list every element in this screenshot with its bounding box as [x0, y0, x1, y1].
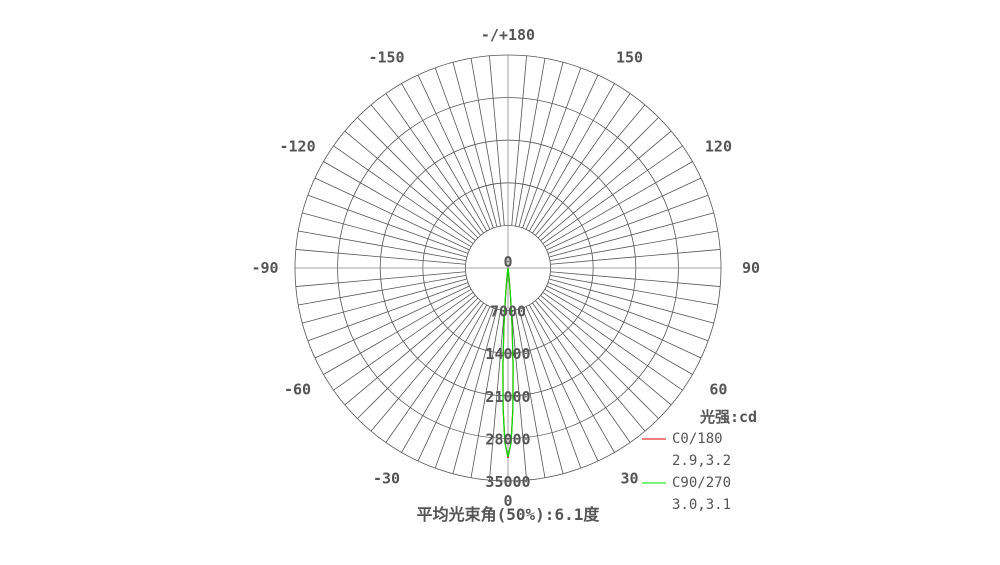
legend-c0-name: C0/180	[672, 431, 723, 447]
legend-c0-beam: 2.9,3.2	[672, 453, 731, 469]
grid-spoke	[518, 309, 564, 474]
tick-labels: 0 30 60 90 120 150 -/+180 -150 -120 -90 -60 -30 0 700…	[251, 26, 760, 510]
grid-spoke	[295, 249, 466, 265]
grid-spoke	[323, 288, 472, 375]
angle-label: 60	[709, 381, 727, 399]
grid-spoke	[528, 83, 615, 232]
grid-spoke	[547, 194, 709, 254]
grid-spoke	[518, 62, 564, 227]
grid-spoke	[549, 275, 718, 306]
radial-tick-label: 14000	[485, 345, 530, 363]
radial-tick-label: 28000	[485, 430, 530, 448]
radial-tick-label: 7000	[490, 303, 526, 321]
grid-spoke	[434, 67, 494, 229]
grid-spoke	[344, 295, 476, 406]
angle-label: -120	[279, 138, 315, 156]
beam-angle-footer: 平均光束角(50%):6.1度	[417, 505, 601, 524]
grid-spoke	[357, 117, 479, 239]
grid-spoke	[550, 249, 721, 265]
unit-label: 光强:cd	[699, 408, 757, 426]
grid-spoke	[535, 104, 646, 236]
grid-spoke	[546, 285, 702, 359]
angle-label: 30	[620, 469, 638, 487]
grid-spoke	[307, 282, 469, 342]
grid-spoke	[298, 230, 467, 261]
grid-spoke	[515, 58, 546, 227]
polar-grid	[294, 54, 722, 482]
grid-spoke	[528, 304, 615, 453]
grid-spoke	[298, 275, 467, 306]
grid-spoke	[323, 161, 472, 248]
radial-tick-label: 35000	[485, 473, 530, 491]
intensity-curves	[502, 267, 514, 459]
grid-spoke	[522, 307, 582, 469]
grid-spoke	[542, 145, 683, 244]
grid-spoke	[302, 278, 467, 324]
grid-spoke	[525, 74, 599, 230]
grid-spoke	[302, 212, 467, 258]
grid-spoke	[314, 177, 470, 251]
angle-label: -/+180	[481, 26, 535, 44]
grid-spoke	[307, 194, 469, 254]
legend-c90-beam: 3.0,3.1	[672, 497, 731, 513]
grid-spoke	[522, 67, 582, 229]
grid-spoke	[535, 300, 646, 432]
angle-label: 150	[616, 49, 643, 67]
grid-spoke	[540, 130, 672, 241]
grid-spoke	[417, 306, 491, 462]
grid-spoke	[550, 271, 721, 287]
grid-spoke	[511, 310, 527, 481]
grid-spoke	[546, 177, 702, 251]
grid-spoke	[401, 304, 488, 453]
grid-spoke	[544, 288, 693, 375]
radial-tick-label: 0	[503, 253, 512, 271]
grid-spoke	[532, 93, 631, 234]
grid-spoke	[542, 292, 683, 391]
grid-spoke	[549, 212, 714, 258]
angle-label: -90	[251, 259, 278, 277]
grid-spoke	[532, 302, 631, 443]
angle-label: 0	[503, 492, 512, 510]
grid-spoke	[357, 297, 479, 419]
grid-spoke	[549, 278, 714, 324]
angle-label: -150	[368, 49, 404, 67]
angle-label: 120	[705, 138, 732, 156]
grid-spoke	[385, 302, 484, 443]
angle-label: -30	[373, 469, 400, 487]
grid-spoke	[452, 62, 498, 227]
grid-spoke	[344, 130, 476, 241]
legend-c90-name: C90/270	[672, 475, 731, 491]
curve-C90-270	[502, 267, 514, 457]
grid-spoke	[401, 83, 488, 232]
grid-spoke	[333, 145, 474, 244]
grid-spoke	[547, 282, 709, 342]
grid-spoke	[470, 58, 501, 227]
grid-spoke	[537, 297, 659, 419]
grid-spoke	[417, 74, 491, 230]
grid-spoke	[385, 93, 484, 234]
grid-spoke	[314, 285, 470, 359]
grid-spoke	[489, 55, 505, 226]
angle-label: -60	[284, 381, 311, 399]
grid-spoke	[370, 104, 481, 236]
grid-spoke	[511, 55, 527, 226]
grid-spoke	[525, 306, 599, 462]
grid-spoke	[370, 300, 481, 432]
grid-spoke	[540, 295, 672, 406]
grid-spoke	[434, 307, 494, 469]
grid-spoke	[537, 117, 659, 239]
grid-spoke	[489, 310, 505, 481]
grid-spoke	[544, 161, 693, 248]
grid-spoke	[515, 309, 546, 478]
radial-tick-label: 21000	[485, 388, 530, 406]
grid-spoke	[549, 230, 718, 261]
angle-label: 90	[742, 259, 760, 277]
grid-spoke	[452, 309, 498, 474]
grid-spoke	[470, 309, 501, 478]
grid-spoke	[295, 271, 466, 287]
grid-spoke	[333, 292, 474, 391]
